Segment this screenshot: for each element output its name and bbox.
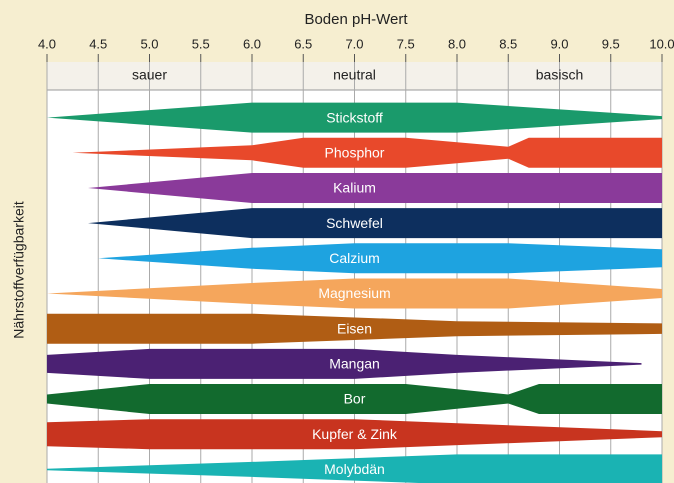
zone-label: neutral xyxy=(333,67,376,83)
x-tick-label: 5.0 xyxy=(140,36,158,51)
zone-label: basisch xyxy=(536,67,583,83)
x-tick-label: 8.0 xyxy=(448,36,466,51)
nutrient-band xyxy=(88,173,662,203)
nutrient-band xyxy=(47,348,642,379)
x-tick-label: 6.0 xyxy=(243,36,261,51)
nutrient-band xyxy=(47,454,662,483)
band-label: Calzium xyxy=(329,250,380,266)
band-label: Magnesium xyxy=(318,285,390,301)
x-tick-label: 7.5 xyxy=(397,36,415,51)
band-label: Eisen xyxy=(337,320,372,336)
band-label: Phosphor xyxy=(325,144,385,160)
nutrient-band xyxy=(72,137,663,168)
nutrient-band xyxy=(47,313,662,344)
band-label: Stickstoff xyxy=(326,109,383,125)
band-label: Kalium xyxy=(333,180,376,196)
chart-title: Boden pH-Wert xyxy=(304,11,408,28)
nutrient-band xyxy=(47,419,662,450)
zone-label: sauer xyxy=(132,67,167,83)
nutrient-band xyxy=(47,278,662,309)
nutrient-band xyxy=(47,102,662,133)
x-tick-label: 7.0 xyxy=(345,36,363,51)
nutrient-band xyxy=(98,243,663,274)
x-tick-label: 4.5 xyxy=(89,36,107,51)
nutrient-band xyxy=(47,384,662,414)
x-tick-label: 9.0 xyxy=(550,36,568,51)
nutrient-band xyxy=(88,208,662,239)
band-label: Kupfer & Zink xyxy=(312,426,398,442)
x-tick-label: 9.5 xyxy=(602,36,620,51)
x-tick-label: 5.5 xyxy=(192,36,210,51)
band-label: Mangan xyxy=(329,356,380,372)
x-tick-label: 8.5 xyxy=(499,36,517,51)
y-axis-label: Nährstoffverfügbarkeit xyxy=(11,201,27,339)
band-label: Schwefel xyxy=(326,215,383,231)
band-label: Bor xyxy=(344,391,366,407)
x-tick-label: 10.0 xyxy=(649,36,674,51)
x-tick-label: 4.0 xyxy=(38,36,56,51)
band-label: Molybdän xyxy=(324,461,385,477)
x-tick-label: 6.5 xyxy=(294,36,312,51)
